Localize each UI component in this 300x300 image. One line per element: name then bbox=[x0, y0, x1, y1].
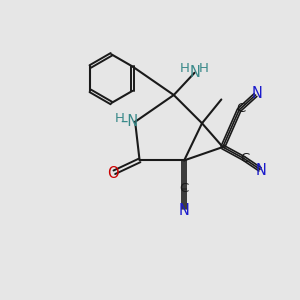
Text: –N: –N bbox=[121, 114, 139, 129]
Text: N: N bbox=[179, 203, 190, 218]
Text: H: H bbox=[199, 62, 209, 75]
Text: C: C bbox=[236, 102, 245, 115]
Text: N: N bbox=[252, 86, 262, 101]
Text: C: C bbox=[180, 182, 189, 195]
Text: H: H bbox=[115, 112, 124, 125]
Text: N: N bbox=[189, 65, 200, 80]
Text: O: O bbox=[107, 166, 119, 181]
Text: N: N bbox=[256, 163, 267, 178]
Text: H: H bbox=[180, 62, 190, 75]
Text: C: C bbox=[241, 152, 250, 165]
